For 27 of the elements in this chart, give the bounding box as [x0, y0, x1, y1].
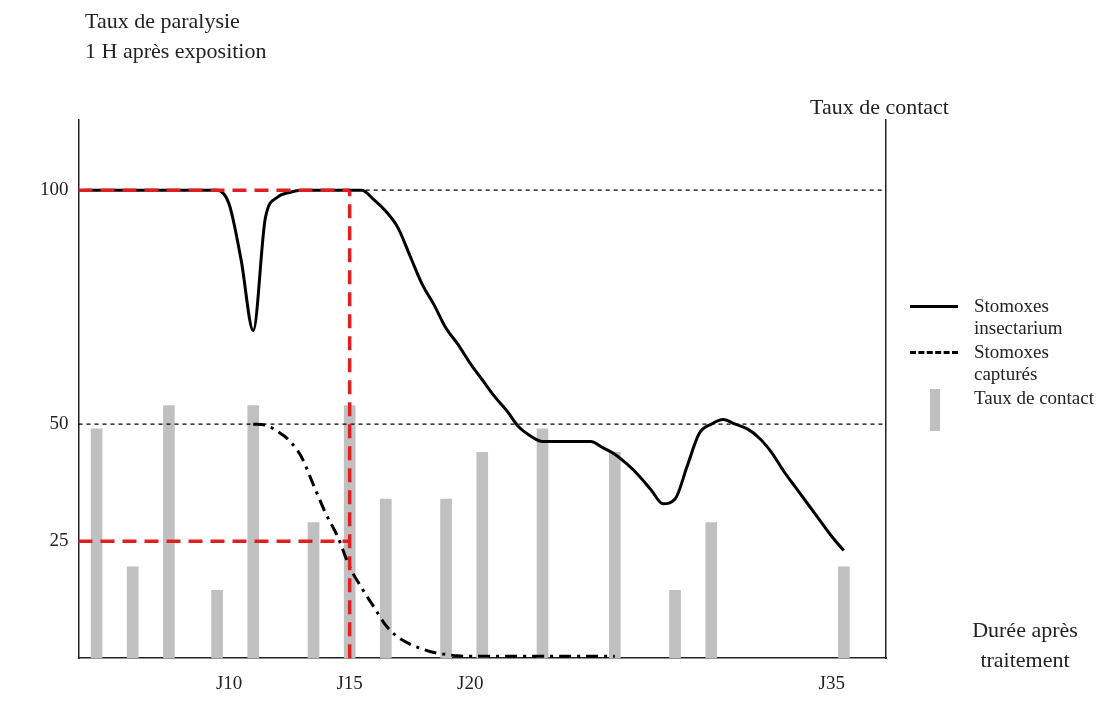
- legend-label: Taux de contact: [974, 387, 1095, 409]
- x-tick-label: J35: [818, 671, 845, 693]
- bar: [669, 590, 681, 659]
- bar: [163, 405, 175, 659]
- y-tick-label: 50: [49, 412, 69, 434]
- bar: [211, 590, 223, 659]
- bar: [440, 498, 452, 659]
- y-axis-title: Taux de paralysie 1 H après exposition: [85, 7, 267, 65]
- bar: [837, 566, 850, 659]
- x-tick-label: J10: [215, 671, 243, 693]
- y-tick-label: 100: [40, 178, 69, 200]
- bar: [307, 522, 320, 659]
- bar: [126, 566, 139, 659]
- bar: [536, 428, 549, 659]
- bar: [90, 428, 103, 659]
- legend-label: Stomoxes capturés: [974, 341, 1050, 385]
- y-tick-label: 25: [49, 529, 69, 551]
- x-axis-title: Durée après traitement: [971, 616, 1079, 674]
- legend-label: Stomoxes insectarium: [974, 295, 1064, 339]
- y2-axis-title: Taux de contact: [810, 93, 949, 121]
- x-tick-label: J20: [456, 671, 484, 693]
- bar: [476, 451, 489, 659]
- bar: [705, 522, 718, 659]
- x-tick-label: J15: [336, 671, 363, 693]
- bar: [609, 451, 621, 659]
- bar: [247, 405, 260, 659]
- bar: [380, 498, 392, 659]
